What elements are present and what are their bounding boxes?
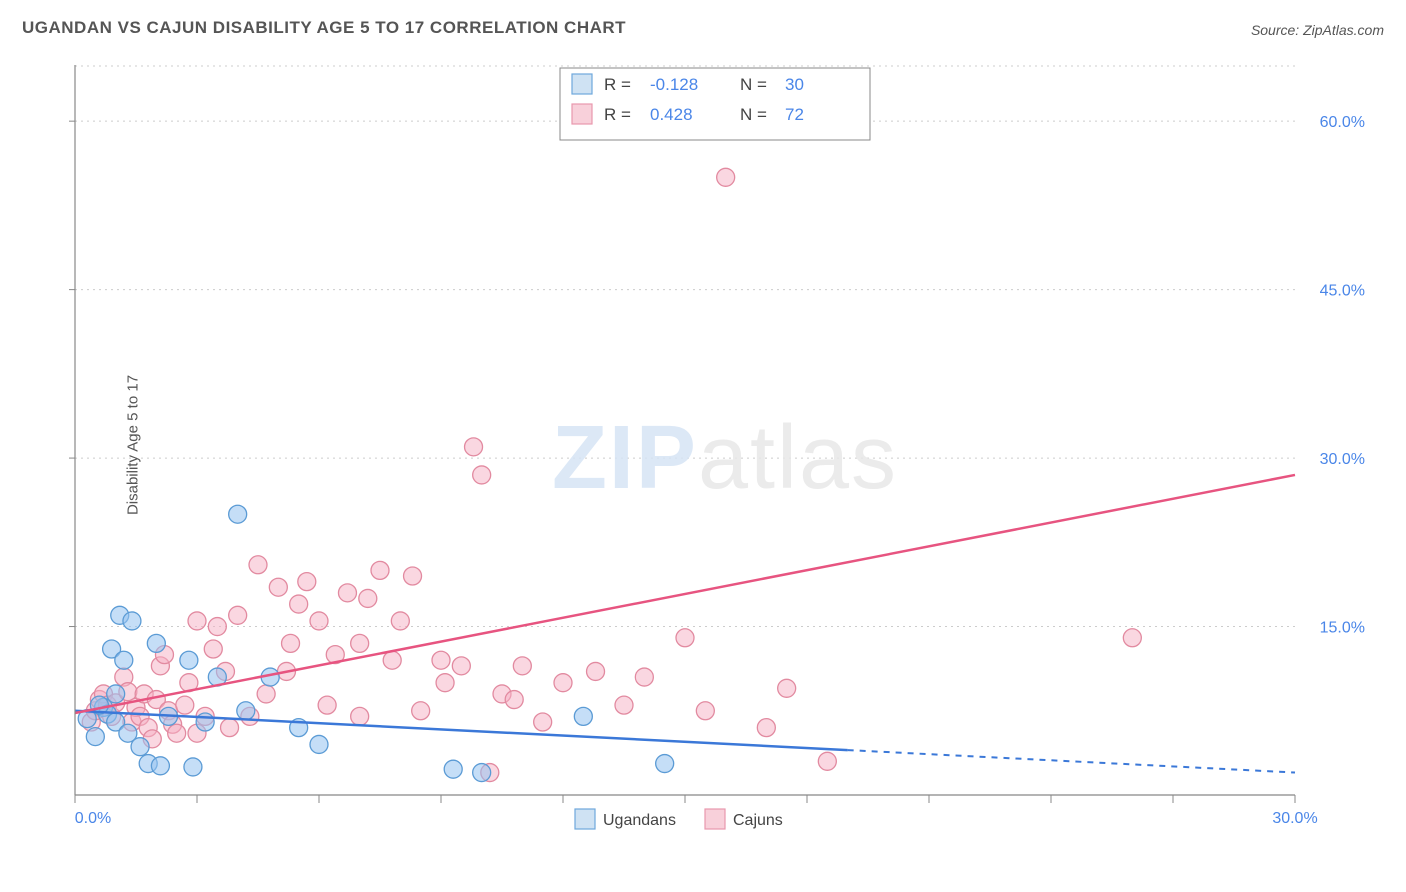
legend-n-value: 30 bbox=[785, 75, 804, 94]
data-point bbox=[184, 758, 202, 776]
data-point bbox=[383, 651, 401, 669]
data-point bbox=[371, 561, 389, 579]
data-point bbox=[86, 728, 104, 746]
data-point bbox=[168, 724, 186, 742]
legend-n-label: N = bbox=[740, 105, 767, 124]
data-point bbox=[151, 757, 169, 775]
data-point bbox=[196, 713, 214, 731]
trend-line-ugandans-ext bbox=[848, 750, 1295, 772]
plot-container: Disability Age 5 to 17 15.0% 30.0% 45.0% 60… bbox=[55, 55, 1380, 835]
data-point bbox=[391, 612, 409, 630]
y-tick-label: 30.0% bbox=[1320, 451, 1365, 468]
data-point bbox=[505, 691, 523, 709]
data-point bbox=[404, 567, 422, 585]
legend-swatch bbox=[705, 809, 725, 829]
data-point bbox=[452, 657, 470, 675]
watermark: ZIPatlas bbox=[552, 408, 898, 508]
y-tick-label: 15.0% bbox=[1320, 620, 1365, 637]
data-point bbox=[318, 696, 336, 714]
data-point bbox=[359, 589, 377, 607]
data-point bbox=[473, 764, 491, 782]
data-point bbox=[1123, 629, 1141, 647]
legend-label: Ugandans bbox=[603, 812, 676, 829]
data-point bbox=[351, 707, 369, 725]
y-tick-label: 45.0% bbox=[1320, 283, 1365, 300]
legend-r-label: R = bbox=[604, 75, 631, 94]
y-tick-label: 60.0% bbox=[1320, 114, 1365, 131]
data-point bbox=[351, 634, 369, 652]
data-point bbox=[465, 438, 483, 456]
data-point bbox=[229, 505, 247, 523]
data-point bbox=[444, 760, 462, 778]
data-point bbox=[249, 556, 267, 574]
trend-line-cajuns bbox=[75, 475, 1295, 713]
legend-swatch bbox=[572, 104, 592, 124]
x-tick-label: 30.0% bbox=[1272, 810, 1317, 827]
legend-swatch bbox=[575, 809, 595, 829]
data-point bbox=[229, 606, 247, 624]
legend-swatch bbox=[572, 74, 592, 94]
source-label: Source: ZipAtlas.com bbox=[1251, 22, 1384, 38]
data-point bbox=[257, 685, 275, 703]
data-point bbox=[338, 584, 356, 602]
legend-n-label: N = bbox=[740, 75, 767, 94]
data-point bbox=[818, 752, 836, 770]
data-point bbox=[208, 618, 226, 636]
data-point bbox=[473, 466, 491, 484]
data-point bbox=[282, 634, 300, 652]
y-axis-label: Disability Age 5 to 17 bbox=[125, 375, 142, 515]
data-point bbox=[188, 612, 206, 630]
data-point bbox=[204, 640, 222, 658]
data-point bbox=[298, 573, 316, 591]
data-point bbox=[656, 755, 674, 773]
data-point bbox=[574, 707, 592, 725]
data-point bbox=[412, 702, 430, 720]
x-tick-label: 0.0% bbox=[75, 810, 111, 827]
data-point bbox=[123, 612, 141, 630]
data-point bbox=[615, 696, 633, 714]
data-point bbox=[290, 595, 308, 613]
data-point bbox=[310, 735, 328, 753]
legend-n-value: 72 bbox=[785, 105, 804, 124]
data-point bbox=[221, 719, 239, 737]
chart-title: UGANDAN VS CAJUN DISABILITY AGE 5 TO 17 … bbox=[22, 18, 626, 38]
legend-r-label: R = bbox=[604, 105, 631, 124]
data-point bbox=[176, 696, 194, 714]
scatter-plot: 15.0% 30.0% 45.0% 60.0% ZIPatlas 0.0% 30.0% Uga… bbox=[55, 55, 1380, 835]
legend-r-value: 0.428 bbox=[650, 105, 693, 124]
data-point bbox=[717, 168, 735, 186]
legend-label: Cajuns bbox=[733, 812, 783, 829]
data-point bbox=[269, 578, 287, 596]
data-point bbox=[147, 634, 165, 652]
data-point bbox=[676, 629, 694, 647]
data-point bbox=[310, 612, 328, 630]
data-point bbox=[513, 657, 531, 675]
data-point bbox=[180, 651, 198, 669]
data-point bbox=[554, 674, 572, 692]
data-point bbox=[237, 702, 255, 720]
data-point bbox=[107, 685, 125, 703]
data-point bbox=[436, 674, 454, 692]
data-point bbox=[115, 651, 133, 669]
data-point bbox=[432, 651, 450, 669]
data-point bbox=[696, 702, 714, 720]
data-point bbox=[534, 713, 552, 731]
data-point bbox=[778, 679, 796, 697]
data-point bbox=[635, 668, 653, 686]
legend-r-value: -0.128 bbox=[650, 75, 698, 94]
data-point bbox=[757, 719, 775, 737]
data-point bbox=[587, 662, 605, 680]
data-point bbox=[131, 738, 149, 756]
